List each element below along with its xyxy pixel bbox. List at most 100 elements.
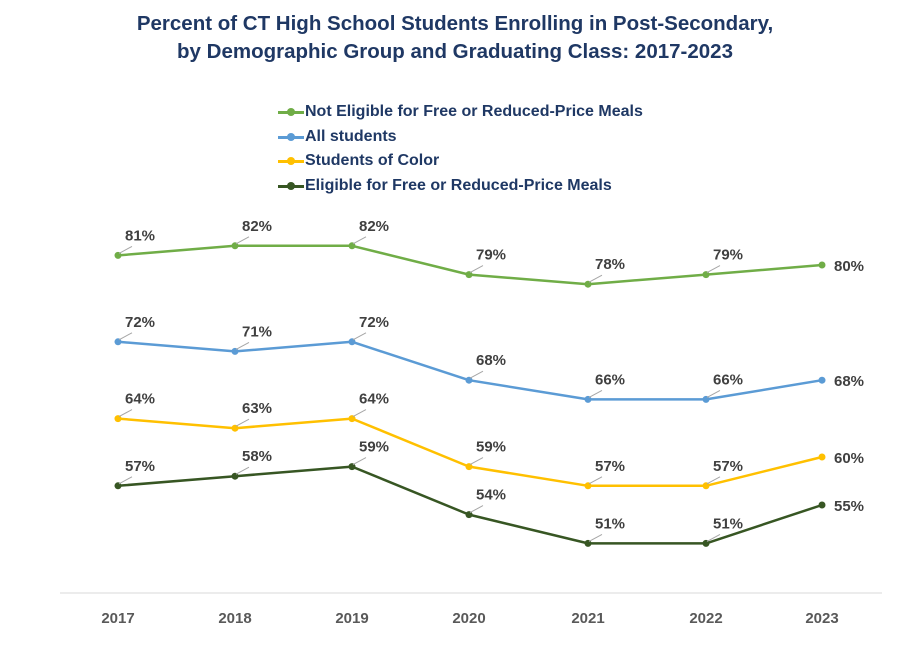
data-label-leader <box>706 389 721 398</box>
data-label-leader <box>706 265 721 274</box>
data-label-leader <box>118 476 133 485</box>
data-point <box>348 242 356 250</box>
data-label-leader <box>118 245 133 254</box>
data-point <box>348 415 356 423</box>
data-point <box>348 463 356 471</box>
data-label: 63% <box>242 400 272 417</box>
legend-swatch-all-students <box>278 131 304 143</box>
data-point <box>465 271 473 279</box>
data-label: 58% <box>242 448 272 465</box>
data-label-leader <box>588 389 603 398</box>
data-label: 59% <box>359 439 389 456</box>
x-tick-label: 2019 <box>335 610 368 627</box>
data-point <box>465 511 473 519</box>
data-label-leader <box>352 236 367 245</box>
data-point <box>114 338 122 346</box>
data-point <box>702 539 710 547</box>
data-label-leader <box>352 332 367 341</box>
data-label-leader <box>588 533 603 542</box>
data-point <box>584 395 592 403</box>
legend-label-students-of-color: Students of Color <box>305 152 440 170</box>
data-point <box>348 338 356 346</box>
data-label-leader <box>235 236 250 245</box>
data-label: 59% <box>476 439 506 456</box>
data-label: 80% <box>834 258 864 275</box>
data-point <box>702 395 710 403</box>
chart-title-line-1: Percent of CT High School Students Enrol… <box>136 12 774 35</box>
data-label: 60% <box>834 450 864 467</box>
data-label: 82% <box>242 218 272 235</box>
x-tick-label: 2021 <box>571 610 604 627</box>
data-point <box>584 280 592 288</box>
data-label: 78% <box>595 256 625 273</box>
legend: Not Eligible for Free or Reduced-Price M… <box>278 100 643 198</box>
data-label-leader <box>352 409 367 418</box>
data-point <box>231 347 239 355</box>
data-label: 64% <box>359 391 389 408</box>
data-point <box>818 453 826 461</box>
data-label: 66% <box>595 371 625 388</box>
data-label: 64% <box>125 391 155 408</box>
data-point <box>584 482 592 490</box>
data-label: 71% <box>242 323 272 340</box>
legend-label-all-students: All students <box>305 127 397 145</box>
legend-label-eligible: Eligible for Free or Reduced-Price Meals <box>305 176 612 194</box>
legend-item-all-students: All students <box>278 125 643 150</box>
data-point <box>231 424 239 432</box>
data-label-leader <box>588 274 603 283</box>
data-point <box>114 251 122 259</box>
legend-item-students-of-color: Students of Color <box>278 149 643 174</box>
data-point <box>818 376 826 384</box>
data-label: 81% <box>125 227 155 244</box>
data-label-leader <box>235 341 250 350</box>
data-label: 72% <box>125 314 155 331</box>
data-label: 72% <box>359 314 389 331</box>
data-label-leader <box>235 466 250 475</box>
data-label: 68% <box>476 352 506 369</box>
data-point <box>114 482 122 490</box>
x-tick-label: 2023 <box>805 610 838 627</box>
data-label: 82% <box>359 218 389 235</box>
data-label: 55% <box>834 498 864 515</box>
legend-item-eligible: Eligible for Free or Reduced-Price Meals <box>278 174 643 199</box>
data-point <box>231 242 239 250</box>
legend-item-not-eligible: Not Eligible for Free or Reduced-Price M… <box>278 100 643 125</box>
legend-swatch-eligible <box>278 180 304 192</box>
data-label-leader <box>118 332 133 341</box>
legend-swatch-not-eligible <box>278 106 304 118</box>
data-point <box>114 415 122 423</box>
data-label-leader <box>706 533 721 542</box>
legend-swatch-students-of-color <box>278 155 304 167</box>
legend-label-not-eligible: Not Eligible for Free or Reduced-Price M… <box>305 103 643 121</box>
x-tick-label: 2017 <box>101 610 134 627</box>
data-label-leader <box>118 409 133 418</box>
data-point <box>465 376 473 384</box>
data-label-leader <box>706 476 721 485</box>
data-label: 57% <box>595 458 625 475</box>
x-tick-label: 2018 <box>218 610 251 627</box>
data-label: 51% <box>713 515 743 532</box>
series-line-3 <box>117 417 823 488</box>
data-label: 66% <box>713 371 743 388</box>
chart-title-line-2: by Demographic Group and Graduating Clas… <box>177 40 733 63</box>
data-label: 57% <box>713 458 743 475</box>
data-label: 57% <box>125 458 155 475</box>
data-label-leader <box>469 370 484 379</box>
data-label-leader <box>469 505 484 514</box>
data-label: 68% <box>834 373 864 390</box>
data-point <box>584 539 592 547</box>
data-point <box>818 261 826 269</box>
data-label-leader <box>588 476 603 485</box>
data-label: 79% <box>713 247 743 264</box>
data-label: 79% <box>476 247 506 264</box>
data-point <box>465 463 473 471</box>
chart-title: Percent of CT High School Students Enrol… <box>0 10 910 66</box>
data-label-leader <box>235 418 250 427</box>
data-label: 51% <box>595 515 625 532</box>
data-point <box>231 472 239 480</box>
data-label: 54% <box>476 487 506 504</box>
data-point <box>818 501 826 509</box>
data-label-leader <box>352 457 367 466</box>
x-tick-label: 2022 <box>689 610 722 627</box>
